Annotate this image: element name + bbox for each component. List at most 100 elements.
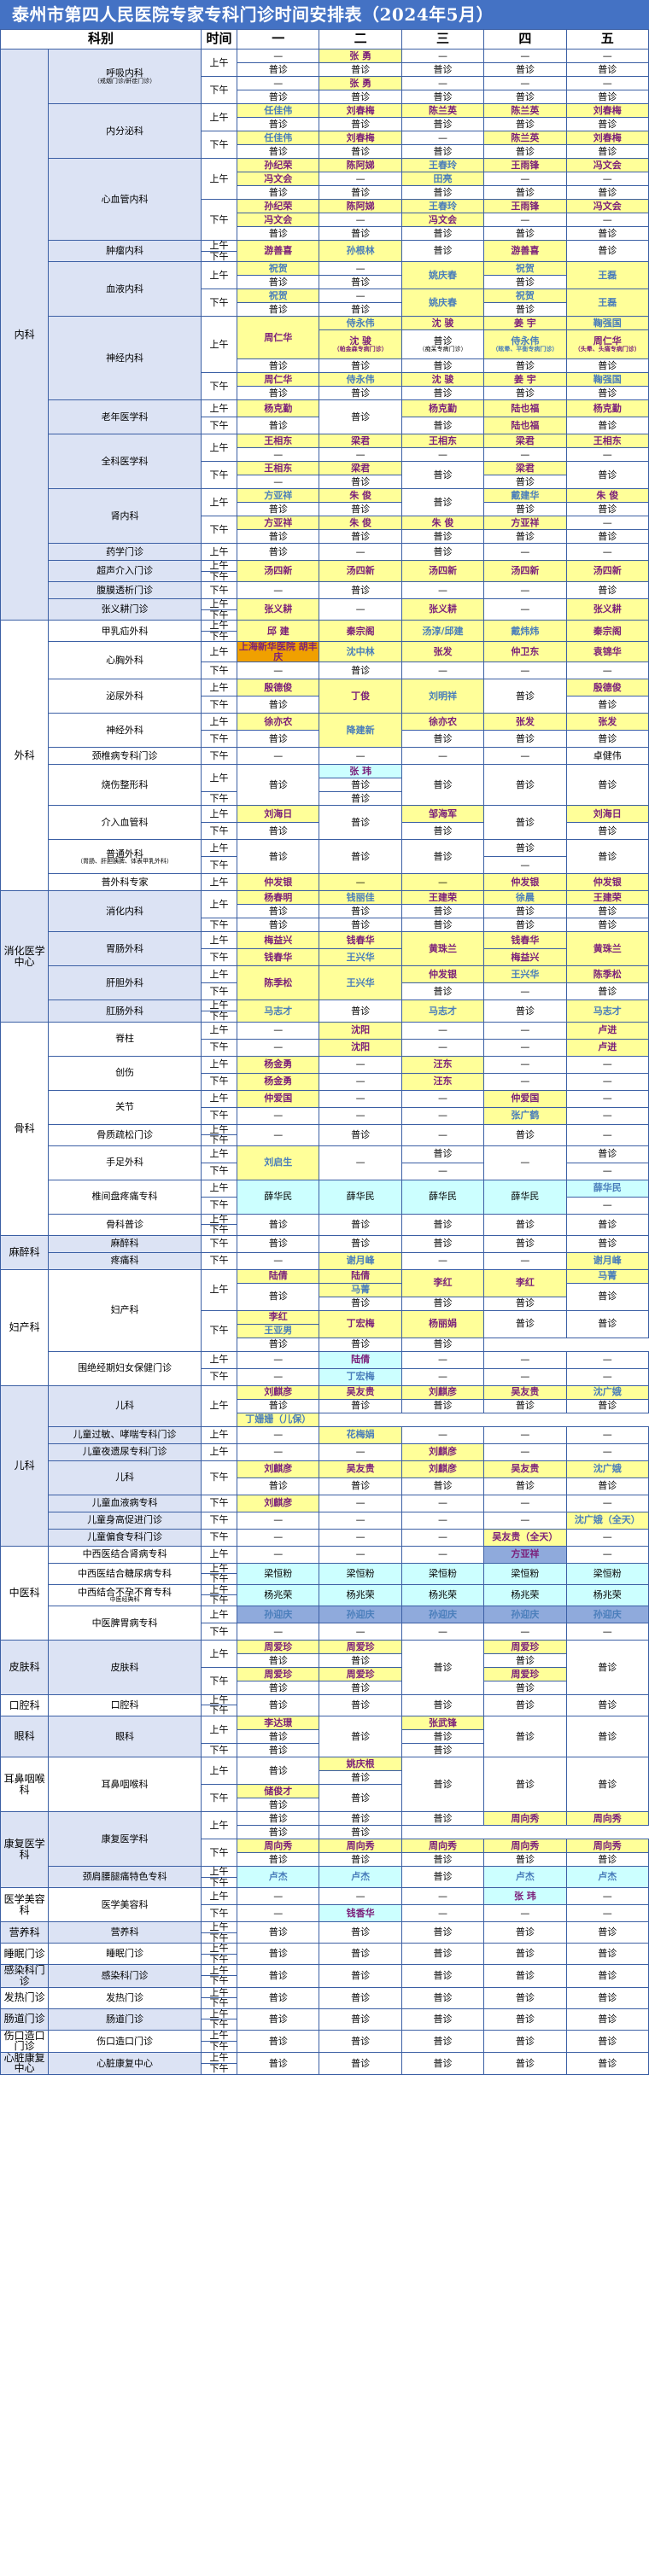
- schedule-cell: 普诊: [483, 90, 567, 104]
- col-header-dept: 科别: [0, 29, 202, 50]
- schedule-cell: 普诊: [237, 502, 320, 517]
- table-row: 发热门诊 发热门诊 上午 下午 普诊 普诊 普诊 普诊 普诊: [0, 1986, 649, 2009]
- schedule-cell: 普诊: [319, 1680, 402, 1695]
- schedule-cell: 普诊: [483, 1123, 567, 1146]
- schedule-cell: —: [483, 213, 567, 227]
- schedule-cell: 周仁华 （头晕、头痛专病门诊）: [565, 329, 649, 360]
- schedule-cell: 普诊: [237, 358, 320, 374]
- time-cell: 上午: [200, 1384, 238, 1427]
- schedule-cell: 普诊: [401, 764, 485, 807]
- schedule-cell: —: [237, 1021, 320, 1040]
- schedule-cell: —: [319, 261, 402, 277]
- schedule-cell: 普诊: [237, 386, 320, 401]
- schedule-cell: 普诊: [483, 918, 567, 933]
- dept-name: 普外科专家: [48, 873, 202, 892]
- schedule-cell: 周向秀: [565, 1839, 649, 1854]
- schedule-cell: 仲发银: [237, 873, 320, 892]
- schedule-cell: 普诊: [401, 529, 485, 545]
- schedule-cell: 普诊: [237, 185, 320, 200]
- schedule-cell: 普诊: [237, 1986, 320, 2009]
- schedule-cell: 普诊: [565, 822, 649, 841]
- schedule-cell: 殷德俊: [237, 679, 320, 697]
- schedule-cell: 普诊: [401, 226, 485, 241]
- schedule-cell: 普诊: [401, 1757, 485, 1813]
- schedule-cell: —: [401, 1162, 485, 1180]
- schedule-cell: 普诊: [237, 1811, 320, 1827]
- schedule-cell: —: [237, 1904, 320, 1923]
- dept-name: 肝胆外科: [48, 965, 202, 1001]
- dept-name: 血液内科: [48, 261, 202, 318]
- schedule-cell: 普诊: [483, 302, 567, 318]
- schedule-cell: 普诊: [319, 386, 402, 401]
- time-cell: 下午: [200, 581, 238, 600]
- schedule-cell: 普诊: [319, 1213, 402, 1236]
- schedule-cell: 普诊: [483, 275, 567, 290]
- table-row: 营养科 营养科 上午 下午 普诊 普诊 普诊 普诊 普诊: [0, 1921, 649, 1944]
- schedule-cell: —: [565, 447, 649, 463]
- schedule-cell: —: [483, 49, 567, 63]
- schedule-cell: 普诊: [401, 1477, 485, 1495]
- time-cell: 下午: [200, 516, 238, 545]
- time-cell: 上午: [200, 931, 238, 950]
- dept-name: 消化内科: [48, 890, 202, 933]
- schedule-cell: 普诊: [237, 90, 320, 104]
- schedule-cell: 普诊: [401, 904, 485, 919]
- group-name: 发热门诊: [0, 1986, 50, 2009]
- schedule-cell: 普诊: [319, 475, 402, 490]
- schedule-cell: 陆倩: [237, 1268, 320, 1284]
- schedule-cell: 普诊: [565, 1145, 649, 1163]
- schedule-cell: —: [483, 543, 567, 562]
- schedule-cell: 张义耕: [401, 598, 485, 621]
- schedule-cell: 普诊: [237, 1729, 320, 1745]
- schedule-cell: 徐晨: [483, 890, 567, 906]
- schedule-cell: —: [565, 543, 649, 562]
- table-row: 儿童偏食专科门诊 下午 — — — 吴友贵（全天） —: [1, 1528, 649, 1547]
- schedule-cell: 普诊: [401, 839, 485, 875]
- schedule-cell: —: [237, 1425, 320, 1444]
- schedule-cell: —: [401, 1367, 485, 1386]
- table-row: 骨科 脊柱 上午 — 沈阳 — — 卢进: [0, 1021, 649, 1236]
- schedule-cell: 普诊: [319, 1652, 402, 1668]
- dept-name: 眼科: [48, 1716, 202, 1758]
- schedule-cell: 普诊: [237, 730, 320, 749]
- schedule-cell: 沈阳: [319, 1038, 402, 1057]
- schedule-cell: 普诊: [237, 904, 320, 919]
- schedule-cell: 梁恒粉: [483, 1562, 567, 1585]
- time-cell: 上午: [200, 1425, 238, 1444]
- schedule-cell: 王兴华: [483, 965, 567, 984]
- time-cell: 下午: [200, 1494, 238, 1512]
- group-name: 麻醉科: [0, 1234, 50, 1270]
- dept-name: 疼痛科: [48, 1251, 202, 1270]
- schedule-cell: —: [483, 1425, 567, 1444]
- dept-name: 烧伤整形科: [48, 764, 202, 807]
- schedule-cell: 张广鹤: [483, 1106, 567, 1125]
- schedule-cell: —: [483, 1350, 567, 1369]
- time-cell: 下午: [200, 76, 238, 104]
- schedule-cell: 王相东: [237, 434, 320, 449]
- table-row: 儿童夜遗尿专科门诊 上午 — — 刘麒彦 — —: [1, 1442, 649, 1461]
- dept-name: 普通外科 （胃肠、肝胆胰脾、体表甲乳外科）: [48, 839, 202, 875]
- table-row: 冯文会 — 冯文会 — —: [1, 213, 649, 227]
- table-row: 中医脾胃病专科 上午 孙迎庆 孙迎庆 孙迎庆 孙迎庆 孙迎庆: [1, 1605, 649, 1641]
- schedule-cell: 杨兆荣: [237, 1583, 320, 1606]
- schedule-cell: 普诊: [237, 1680, 320, 1695]
- time-cell: 下午: [200, 1511, 238, 1530]
- schedule-cell: 鞠强国: [565, 316, 649, 331]
- schedule-cell: 普诊: [237, 1798, 320, 1813]
- schedule-cell: 王磊: [565, 261, 649, 290]
- schedule-cell: 普诊: [401, 1693, 485, 1717]
- dept-name: 耳鼻咽喉科: [48, 1757, 202, 1813]
- table-row: 手足外科 上午 刘启生 — 普诊 — 普诊: [1, 1145, 649, 1180]
- table-row: 围绝经期妇女保健门诊 上午 — 陆倩 — — —: [1, 1350, 649, 1386]
- schedule-cell: 普诊: [401, 2008, 485, 2031]
- table-row: 妇产科 妇产科 上午 陆倩 陆倩 李红 李红 马菁: [0, 1268, 649, 1386]
- schedule-cell: 普诊: [483, 1477, 567, 1495]
- schedule-cell: 普诊: [483, 1852, 567, 1868]
- schedule-cell: 普诊: [483, 1234, 567, 1253]
- schedule-cell: 仲发银: [565, 873, 649, 892]
- table-row: 下午 普诊 普诊 普诊 普诊: [1, 730, 649, 749]
- schedule-cell: 黄珠兰: [565, 931, 649, 967]
- table-row: 睡眠门诊 睡眠门诊 上午 下午 普诊 普诊 普诊 普诊 普诊: [0, 1943, 649, 1966]
- schedule-cell: 刘麒彦: [401, 1384, 485, 1400]
- dept-name: 椎间盘疼痛专科: [48, 1179, 202, 1215]
